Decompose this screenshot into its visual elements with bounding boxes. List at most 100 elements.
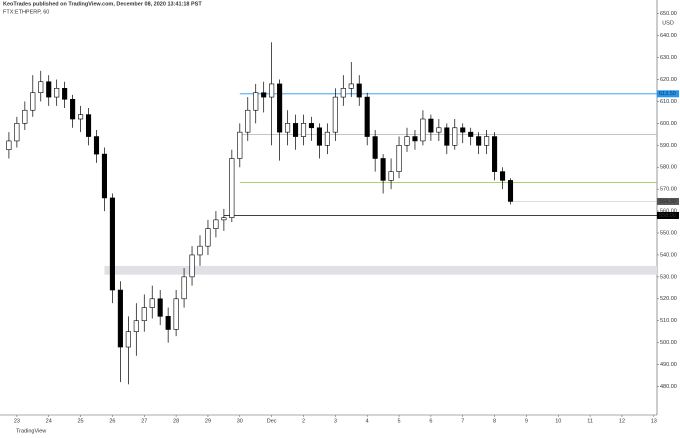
level-label-box <box>657 90 679 98</box>
x-tick-label: 28 <box>173 418 179 424</box>
candle-body <box>93 136 100 155</box>
y-tick-label: 480.00 <box>660 384 677 390</box>
candle-body <box>6 140 12 151</box>
candle-body <box>396 145 402 172</box>
candle-body <box>420 118 426 142</box>
candle-body <box>70 98 76 120</box>
candle-body <box>245 109 251 133</box>
candle-body <box>173 298 179 330</box>
candle-body <box>197 245 203 256</box>
y-tick-label: 610.00 <box>660 99 677 105</box>
candle-body <box>78 114 84 120</box>
candle-body <box>292 123 299 137</box>
y-tick-label: 550.00 <box>660 230 677 236</box>
candle-body <box>157 298 163 317</box>
x-tick-label: 8 <box>493 418 496 424</box>
x-tick-label: 24 <box>46 418 52 424</box>
y-tick-label: 510.00 <box>660 318 677 324</box>
candle-body <box>404 136 410 146</box>
y-tick-label: 500.00 <box>660 340 677 346</box>
chart-title: KeoTrades published on TradingView.com, … <box>3 1 202 7</box>
x-tick-label: 30 <box>237 418 243 424</box>
x-tick-label: Dec <box>267 418 277 424</box>
y-tick-label: 620.00 <box>660 77 677 83</box>
y-tick-label: 540.00 <box>660 252 677 258</box>
candle-body <box>452 127 458 146</box>
candle-body <box>332 96 338 133</box>
y-tick-label: 630.00 <box>660 55 677 61</box>
level-label: 558.00 <box>659 213 676 219</box>
candle-body <box>261 92 267 98</box>
candle-body <box>38 81 44 94</box>
y-tick-label: 520.00 <box>660 296 677 302</box>
candle-body <box>165 316 171 330</box>
y-tick-label: 640.00 <box>660 33 677 39</box>
candle-body <box>46 81 52 98</box>
last-price-box <box>657 197 679 205</box>
candle-body <box>213 219 219 229</box>
candle-body <box>62 88 68 100</box>
x-tick-label: 5 <box>398 418 401 424</box>
x-tick-label: 12 <box>619 418 625 424</box>
candle-body <box>229 158 235 218</box>
y-tick-label: 530.00 <box>660 274 677 280</box>
candle-body <box>277 83 283 133</box>
candle-body <box>85 114 92 137</box>
candle-body <box>499 171 506 181</box>
candle-body <box>189 254 195 278</box>
candle-body <box>364 96 370 137</box>
level-label-box <box>657 211 679 219</box>
candle-body <box>141 307 147 322</box>
candle-body <box>101 153 108 199</box>
y-tick-label: 490.00 <box>660 362 677 368</box>
candle-body <box>149 298 155 308</box>
x-tick-label: 23 <box>14 418 20 424</box>
candle-body <box>308 123 315 129</box>
candle-body <box>316 127 322 146</box>
candle-body <box>221 217 227 221</box>
candle-body <box>133 320 139 332</box>
candle-body <box>237 131 243 159</box>
y-tick-label: 600.00 <box>660 121 677 127</box>
y-tick-label: 580.00 <box>660 165 677 171</box>
candle-body <box>109 197 115 291</box>
x-tick-label: 7 <box>461 418 464 424</box>
candle-body <box>22 109 28 124</box>
candle-body <box>324 131 330 146</box>
candle-body <box>181 276 187 300</box>
footer: TradingView <box>16 428 46 434</box>
x-tick-label: 2 <box>302 418 305 424</box>
candle-body <box>14 123 20 142</box>
x-tick-label: 6 <box>429 418 432 424</box>
last-price-label: 564.39 <box>659 199 676 205</box>
candle-body <box>380 158 386 181</box>
candle-body <box>444 127 450 146</box>
x-tick-label: 11 <box>587 418 593 424</box>
candle-body <box>54 88 60 98</box>
candle-body <box>372 136 378 159</box>
chart-subtitle: FTX:ETHPERP, 60 <box>3 9 49 15</box>
x-tick-label: 27 <box>141 418 147 424</box>
candle-body <box>125 331 131 348</box>
candle-body <box>348 83 354 89</box>
x-tick-label: 29 <box>205 418 211 424</box>
candle-body <box>436 127 442 133</box>
y-tick-label: 590.00 <box>660 143 677 149</box>
candle-body <box>388 171 394 181</box>
candle-body <box>507 180 514 202</box>
candle-body <box>356 83 362 98</box>
x-tick-label: 4 <box>366 418 369 424</box>
level-label: 613.50 <box>659 91 676 97</box>
candle-body <box>285 123 291 133</box>
candle-body <box>340 88 346 98</box>
y-axis-label: USD <box>662 20 674 26</box>
candle-body <box>468 131 474 137</box>
candle-body <box>205 228 211 247</box>
x-tick-label: 13 <box>651 418 657 424</box>
y-tick-label: 560.00 <box>660 209 677 215</box>
x-tick-label: 26 <box>109 418 115 424</box>
candle-body <box>253 92 259 111</box>
